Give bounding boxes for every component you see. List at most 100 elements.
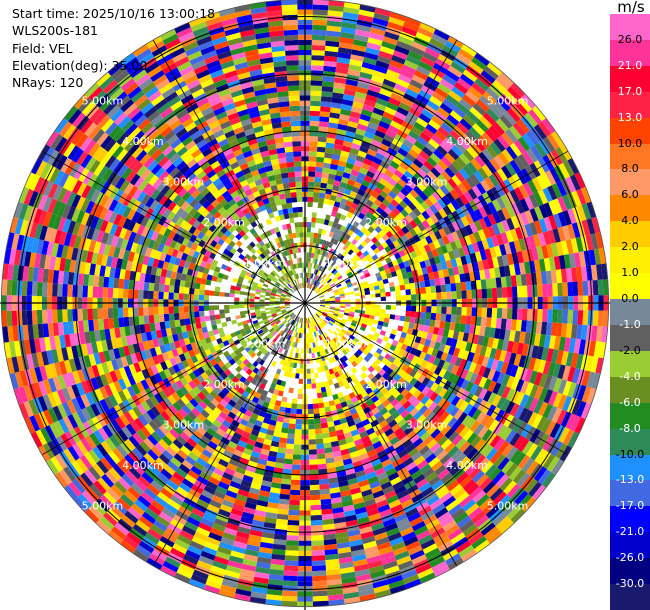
- range-gate-cell: [492, 171, 504, 184]
- range-gate-cell: [378, 368, 386, 377]
- range-gate-cell: [423, 325, 430, 333]
- range-gate-cell: [409, 369, 418, 378]
- range-gate-cell: [482, 367, 492, 379]
- range-gate-cell: [322, 162, 331, 169]
- range-gate-cell: [362, 104, 375, 113]
- range-gate-cell: [317, 397, 324, 404]
- range-gate-cell: [327, 15, 343, 22]
- range-gate-cell: [390, 328, 398, 336]
- range-gate-cell: [87, 308, 94, 321]
- range-gate-cell: [476, 289, 483, 299]
- range-gate-cell: [402, 157, 413, 167]
- range-gate-cell: [408, 386, 418, 395]
- range-gate-cell: [551, 242, 559, 257]
- range-gate-cell: [339, 293, 345, 297]
- range-gate-cell: [485, 432, 497, 445]
- range-gate-cell: [469, 173, 481, 186]
- range-gate-cell: [506, 483, 521, 499]
- range-gate-cell: [310, 252, 315, 259]
- range-gate-cell: [318, 121, 329, 128]
- range-gate-cell: [491, 199, 502, 212]
- range-gate-cell: [401, 64, 417, 75]
- range-gate-cell: [533, 333, 541, 347]
- range-gate-cell: [586, 218, 596, 235]
- range-gate-cell: [339, 295, 346, 299]
- range-gate-cell: [291, 398, 298, 404]
- range-gate-cell: [456, 290, 462, 299]
- range-gate-cell: [188, 293, 194, 301]
- range-gate-cell: [283, 570, 298, 577]
- range-gate-cell: [457, 265, 465, 275]
- range-gate-cell: [355, 176, 364, 185]
- range-gate-cell: [314, 171, 323, 178]
- range-gate-cell: [308, 429, 316, 435]
- range-gate-cell: [383, 134, 395, 143]
- range-gate-cell: [391, 54, 406, 65]
- range-gate-cell: [452, 106, 467, 119]
- range-gate-cell: [447, 417, 458, 428]
- range-gate-cell: [459, 441, 471, 453]
- range-gate-cell: [455, 339, 463, 349]
- range-gate-cell: [496, 308, 503, 319]
- range-gate-cell: [344, 233, 351, 241]
- range-gate-cell: [407, 83, 421, 94]
- range-gate-cell: [269, 303, 275, 306]
- range-gate-cell: [371, 190, 380, 199]
- range-gate-cell: [501, 254, 509, 267]
- range-gate-cell: [406, 271, 414, 279]
- range-gate-cell: [308, 278, 311, 284]
- range-gate-cell: [481, 238, 490, 250]
- range-gate-cell: [374, 233, 382, 241]
- range-gate-cell: [504, 351, 512, 364]
- range-gate-cell: [414, 248, 422, 257]
- range-gate-cell: [440, 284, 447, 293]
- range-gate-cell: [368, 318, 374, 324]
- range-gate-cell: [548, 256, 556, 271]
- range-gate-cell: [343, 6, 360, 15]
- range-gate-cell: [117, 307, 124, 318]
- range-gate-cell: [445, 403, 456, 414]
- range-gate-cell: [586, 371, 596, 388]
- range-gate-cell: [429, 181, 440, 192]
- range-gate-cell: [381, 274, 388, 280]
- range-gate-cell: [399, 284, 406, 291]
- range-gate-cell: [324, 50, 338, 58]
- range-gate-cell: [400, 187, 410, 197]
- range-gate-cell: [324, 147, 334, 154]
- range-gate-cell: [487, 392, 497, 405]
- range-gate-cell: [482, 148, 494, 162]
- range-gate-cell: [430, 428, 441, 439]
- range-gate-cell: [415, 31, 432, 43]
- range-gate-cell: [224, 292, 230, 297]
- range-gate-cell: [308, 424, 315, 430]
- range-gate-cell: [495, 75, 511, 91]
- range-gate-cell: [346, 281, 352, 286]
- range-gate-cell: [325, 35, 340, 43]
- range-gate-cell: [331, 97, 343, 104]
- range-gate-cell: [320, 177, 329, 184]
- range-gate-cell: [413, 140, 426, 151]
- range-gate-cell: [259, 299, 265, 302]
- range-gate-cell: [360, 140, 371, 149]
- range-gate-cell: [489, 347, 497, 360]
- range-gate-cell: [542, 360, 552, 375]
- range-gate-cell: [547, 283, 553, 297]
- range-gate-cell: [466, 110, 480, 124]
- range-gate-cell: [405, 214, 414, 223]
- range-gate-cell: [488, 174, 500, 187]
- range-gate-cell: [123, 279, 130, 290]
- range-gate-cell: [406, 179, 417, 190]
- range-gate-cell: [529, 221, 538, 236]
- range-gate-cell: [356, 250, 363, 257]
- range-gate-cell: [307, 267, 310, 273]
- range-gate-cell: [377, 354, 385, 362]
- range-gate-cell: [435, 407, 446, 419]
- range-gate-cell: [593, 248, 602, 265]
- range-gate-cell: [385, 367, 394, 376]
- range-gate-cell: [402, 326, 409, 334]
- range-gate-cell: [429, 391, 439, 402]
- range-gate-cell: [426, 265, 433, 274]
- range-gate-cell: [339, 330, 346, 336]
- range-gate-cell: [545, 170, 557, 186]
- range-gate-cell: [421, 252, 430, 261]
